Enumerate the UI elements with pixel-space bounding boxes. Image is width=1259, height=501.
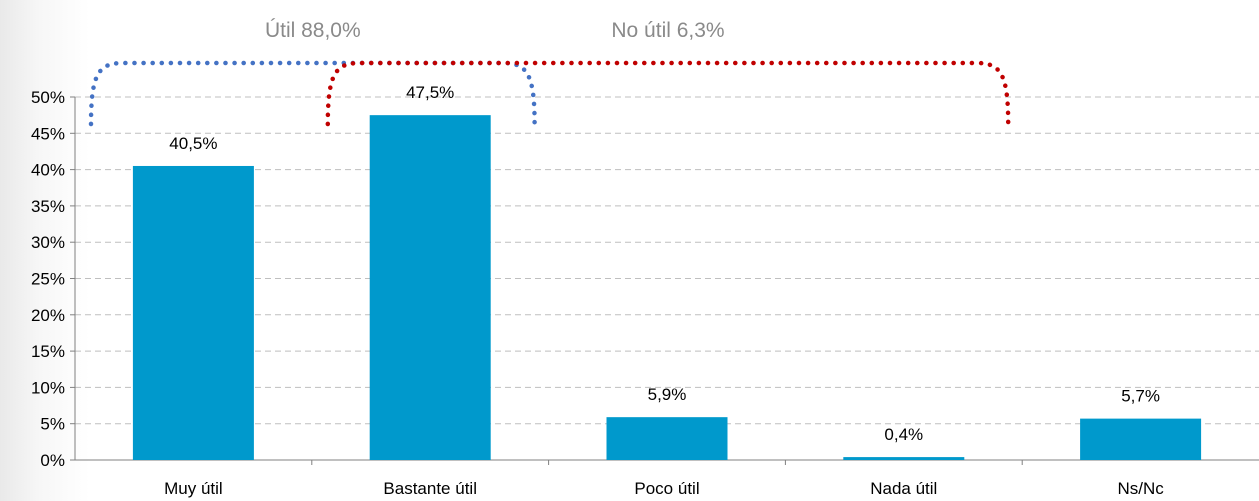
group-label: Útil 88,0%: [265, 19, 361, 42]
bar-value-label: 5,7%: [1121, 387, 1160, 406]
bar: [1080, 418, 1202, 460]
axes: 0% 5% 10% 15% 20% 25% 30% 35% 40% 45% 50% Muy útil B…: [31, 88, 1259, 498]
y-tick-label: 10%: [31, 378, 65, 397]
group-bracket: [325, 60, 1011, 127]
x-category-label: Bastante útil: [383, 479, 477, 498]
y-tick-label: 30%: [31, 233, 65, 252]
y-tick-label: 25%: [31, 270, 65, 289]
y-tick-label: 15%: [31, 342, 65, 361]
group-bracket: [88, 60, 537, 127]
bar-value-label: 40,5%: [169, 134, 217, 153]
group-label: No útil 6,3%: [611, 19, 724, 42]
y-tick-label: 0%: [40, 451, 65, 470]
y-tick-label: 40%: [31, 161, 65, 180]
y-tick-label: 35%: [31, 197, 65, 216]
bar: [843, 457, 965, 460]
group-brackets: Útil 88,0% No útil 6,3%: [88, 19, 1011, 127]
x-category-label: Ns/Nc: [1117, 479, 1164, 498]
bar-value-label: 47,5%: [406, 83, 454, 102]
data-labels: 40,5% 47,5% 5,9% 0,4% 5,7%: [169, 83, 1160, 444]
bar-value-label: 5,9%: [648, 385, 687, 404]
bar-value-label: 0,4%: [884, 425, 923, 444]
x-category-label: Muy útil: [164, 479, 223, 498]
x-category-label: Nada útil: [870, 479, 937, 498]
x-category-label: Poco útil: [634, 479, 699, 498]
bar: [369, 115, 491, 461]
bars: [132, 115, 1202, 461]
bar: [606, 417, 728, 460]
y-tick-label: 45%: [31, 124, 65, 143]
y-tick-label: 50%: [31, 88, 65, 107]
y-tick-label: 20%: [31, 306, 65, 325]
y-tick-label: 5%: [40, 415, 65, 434]
bar: [132, 165, 254, 460]
